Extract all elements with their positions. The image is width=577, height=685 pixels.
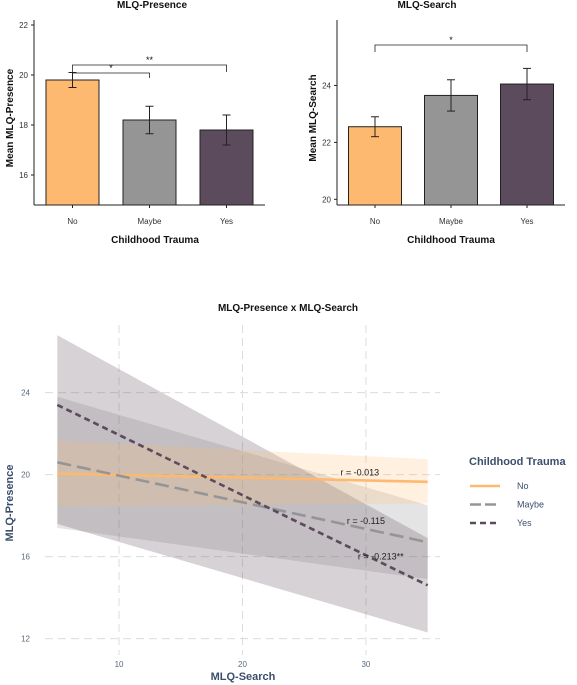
search-y-ticks: 20 22 24 (322, 81, 337, 204)
confidence-bands (57, 335, 428, 633)
search-ytick-label: 22 (322, 138, 331, 147)
presence-significance-bracket (72, 72, 150, 78)
regression-line-maybe (57, 461, 428, 544)
legend-label-no: No (517, 481, 529, 491)
regression-line-yes (56, 403, 429, 587)
presence-xtick-label: No (67, 217, 78, 226)
correlation-ticks: 10 20 30 12 16 20 24 (21, 389, 371, 669)
correlation-ytick-label: 24 (21, 389, 30, 398)
search-bars: No Maybe Yes (348, 67, 554, 226)
presence-bars: No Maybe Yes (45, 72, 254, 226)
search-xtick-label: Yes (520, 217, 533, 226)
search-bar-yes (500, 83, 554, 206)
search-significance-label: * (449, 35, 453, 45)
presence-bar-no (45, 79, 100, 206)
search-xtick-label: No (370, 217, 381, 226)
correlation-x-label: MLQ-Search (211, 671, 276, 683)
correlation-chart-title: MLQ-Presence x MLQ-Search (218, 303, 358, 314)
presence-ytick-label: 18 (19, 121, 28, 130)
correlation-label-no: r = -0.013 (340, 468, 379, 478)
legend-items: No Maybe Yes (470, 481, 544, 528)
presence-significance-label: * (109, 63, 113, 73)
presence-y-label: Mean MLQ-Presence (5, 68, 16, 167)
correlation-ytick-label: 16 (21, 553, 30, 562)
correlation-xtick-label: 20 (238, 660, 247, 669)
presence-chart-title: MLQ-Presence (117, 0, 187, 11)
legend-title: Childhood Trauma (469, 456, 566, 468)
correlation-xtick-label: 30 (361, 660, 370, 669)
search-y-label: Mean MLQ-Search (308, 74, 319, 161)
presence-xtick-label: Yes (220, 217, 233, 226)
confidence-band-yes (57, 335, 428, 633)
presence-significance-bracket (72, 64, 227, 72)
presence-xtick-label: Maybe (137, 217, 162, 226)
search-chart-title: MLQ-Search (398, 0, 457, 11)
legend: Childhood Trauma No Maybe Yes (469, 456, 566, 528)
search-bar-no (348, 126, 402, 206)
search-significance-bracket (374, 44, 528, 52)
correlation-ytick-label: 12 (21, 635, 30, 644)
legend-label-maybe: Maybe (517, 500, 544, 510)
regression-lines (56, 403, 429, 587)
search-xtick-label: Maybe (439, 217, 464, 226)
presence-significance-label: ** (146, 55, 154, 65)
correlation-labels: r = -0.013 r = -0.115 r = -0.213** (340, 468, 404, 562)
search-bar-chart: MLQ-Search 20 22 24 No Maybe Yes * Mean MLQ-… (308, 0, 565, 246)
presence-y-ticks: 16 18 20 22 (19, 21, 34, 180)
search-ytick-label: 24 (322, 81, 331, 90)
search-significance: * (374, 35, 528, 52)
presence-x-label: Childhood Trauma (111, 235, 199, 246)
correlation-label-maybe: r = -0.115 (347, 516, 385, 526)
correlation-ytick-label: 20 (21, 471, 30, 480)
search-bar-maybe (424, 94, 478, 206)
legend-label-yes: Yes (517, 518, 532, 528)
presence-ytick-label: 22 (19, 21, 28, 30)
confidence-band-no (57, 440, 428, 507)
correlation-xtick-label: 10 (115, 660, 124, 669)
correlation-y-label: MLQ-Presence (4, 464, 16, 541)
presence-ytick-label: 20 (19, 71, 28, 80)
search-ytick-label: 20 (322, 195, 331, 204)
presence-ytick-label: 16 (19, 171, 28, 180)
presence-significance: *** (72, 55, 227, 78)
correlation-label-yes: r = -0.213** (358, 552, 404, 562)
search-x-label: Childhood Trauma (407, 235, 495, 246)
confidence-band-maybe (57, 396, 428, 580)
